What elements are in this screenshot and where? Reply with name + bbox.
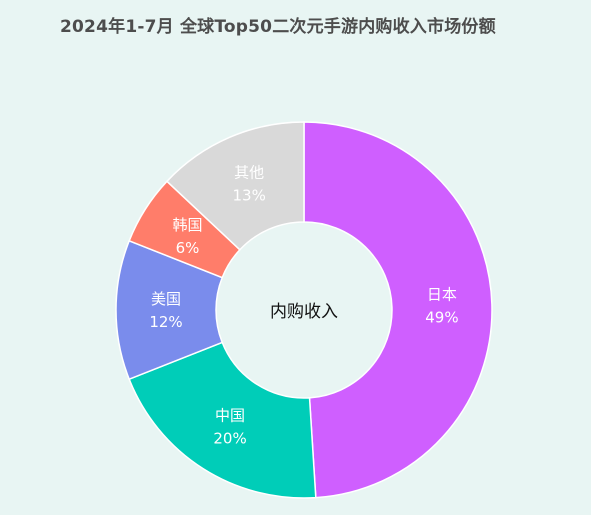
slice-category-label: 美国	[151, 290, 181, 308]
slice-value-label: 20%	[213, 430, 246, 448]
slice-category-label: 其他	[234, 163, 264, 181]
donut-slice-1	[303, 121, 493, 499]
donut-slices	[115, 121, 493, 499]
donut-slice-5	[165, 121, 305, 251]
slice-value-label: 13%	[233, 186, 266, 204]
donut-slice-2	[128, 341, 317, 499]
slice-value-label: 6%	[176, 239, 200, 257]
donut-slice-labels: 日本 49% 中国 20% 美国 12% 韩国 6% 其他 13%	[149, 163, 458, 447]
donut-center-label: 内购收入	[270, 302, 338, 322]
slice-category-label: 日本	[427, 286, 457, 304]
slice-value-label: 12%	[149, 313, 182, 331]
slice-category-label: 韩国	[172, 216, 202, 234]
slice-category-label: 中国	[215, 407, 245, 425]
slice-value-label: 49%	[425, 309, 458, 327]
chart-title: 2024年1-7月 全球Top50二次元手游内购收入市场份额	[60, 17, 496, 37]
